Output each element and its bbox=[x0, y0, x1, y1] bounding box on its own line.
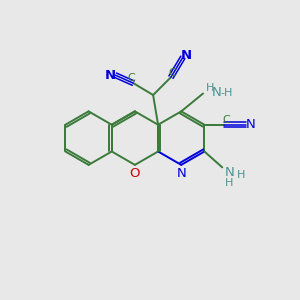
Text: N: N bbox=[246, 118, 256, 131]
Text: N: N bbox=[212, 86, 222, 99]
Text: -H: -H bbox=[220, 88, 233, 98]
Text: C: C bbox=[222, 115, 230, 125]
Text: O: O bbox=[130, 167, 140, 180]
Text: H: H bbox=[206, 82, 214, 93]
Text: N: N bbox=[224, 166, 234, 179]
Text: H: H bbox=[237, 170, 245, 180]
Text: H: H bbox=[225, 178, 233, 188]
Text: C: C bbox=[168, 68, 176, 78]
Text: N: N bbox=[181, 49, 192, 62]
Text: N: N bbox=[105, 69, 116, 82]
Text: N: N bbox=[176, 167, 186, 180]
Text: C: C bbox=[128, 73, 135, 83]
